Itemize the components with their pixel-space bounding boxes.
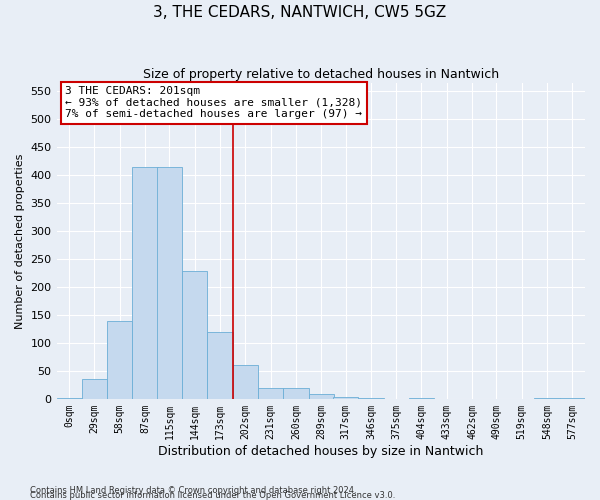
Bar bbox=[560, 398, 585, 399]
Bar bbox=[409, 398, 434, 399]
Bar bbox=[182, 272, 208, 399]
Bar bbox=[283, 388, 308, 399]
Bar bbox=[56, 398, 82, 399]
Bar bbox=[333, 397, 358, 399]
Bar bbox=[82, 380, 107, 399]
Bar bbox=[233, 366, 258, 399]
Bar bbox=[107, 320, 133, 399]
Title: Size of property relative to detached houses in Nantwich: Size of property relative to detached ho… bbox=[143, 68, 499, 80]
Text: 3, THE CEDARS, NANTWICH, CW5 5GZ: 3, THE CEDARS, NANTWICH, CW5 5GZ bbox=[154, 5, 446, 20]
Text: Contains HM Land Registry data © Crown copyright and database right 2024.: Contains HM Land Registry data © Crown c… bbox=[30, 486, 356, 495]
X-axis label: Distribution of detached houses by size in Nantwich: Distribution of detached houses by size … bbox=[158, 444, 484, 458]
Bar bbox=[133, 167, 158, 399]
Bar bbox=[258, 388, 283, 399]
Bar bbox=[157, 167, 182, 399]
Text: Contains public sector information licensed under the Open Government Licence v3: Contains public sector information licen… bbox=[30, 490, 395, 500]
Bar bbox=[358, 398, 383, 399]
Bar bbox=[535, 398, 560, 399]
Y-axis label: Number of detached properties: Number of detached properties bbox=[15, 154, 25, 328]
Text: 3 THE CEDARS: 201sqm
← 93% of detached houses are smaller (1,328)
7% of semi-det: 3 THE CEDARS: 201sqm ← 93% of detached h… bbox=[65, 86, 362, 119]
Bar bbox=[308, 394, 334, 399]
Bar bbox=[208, 332, 233, 399]
